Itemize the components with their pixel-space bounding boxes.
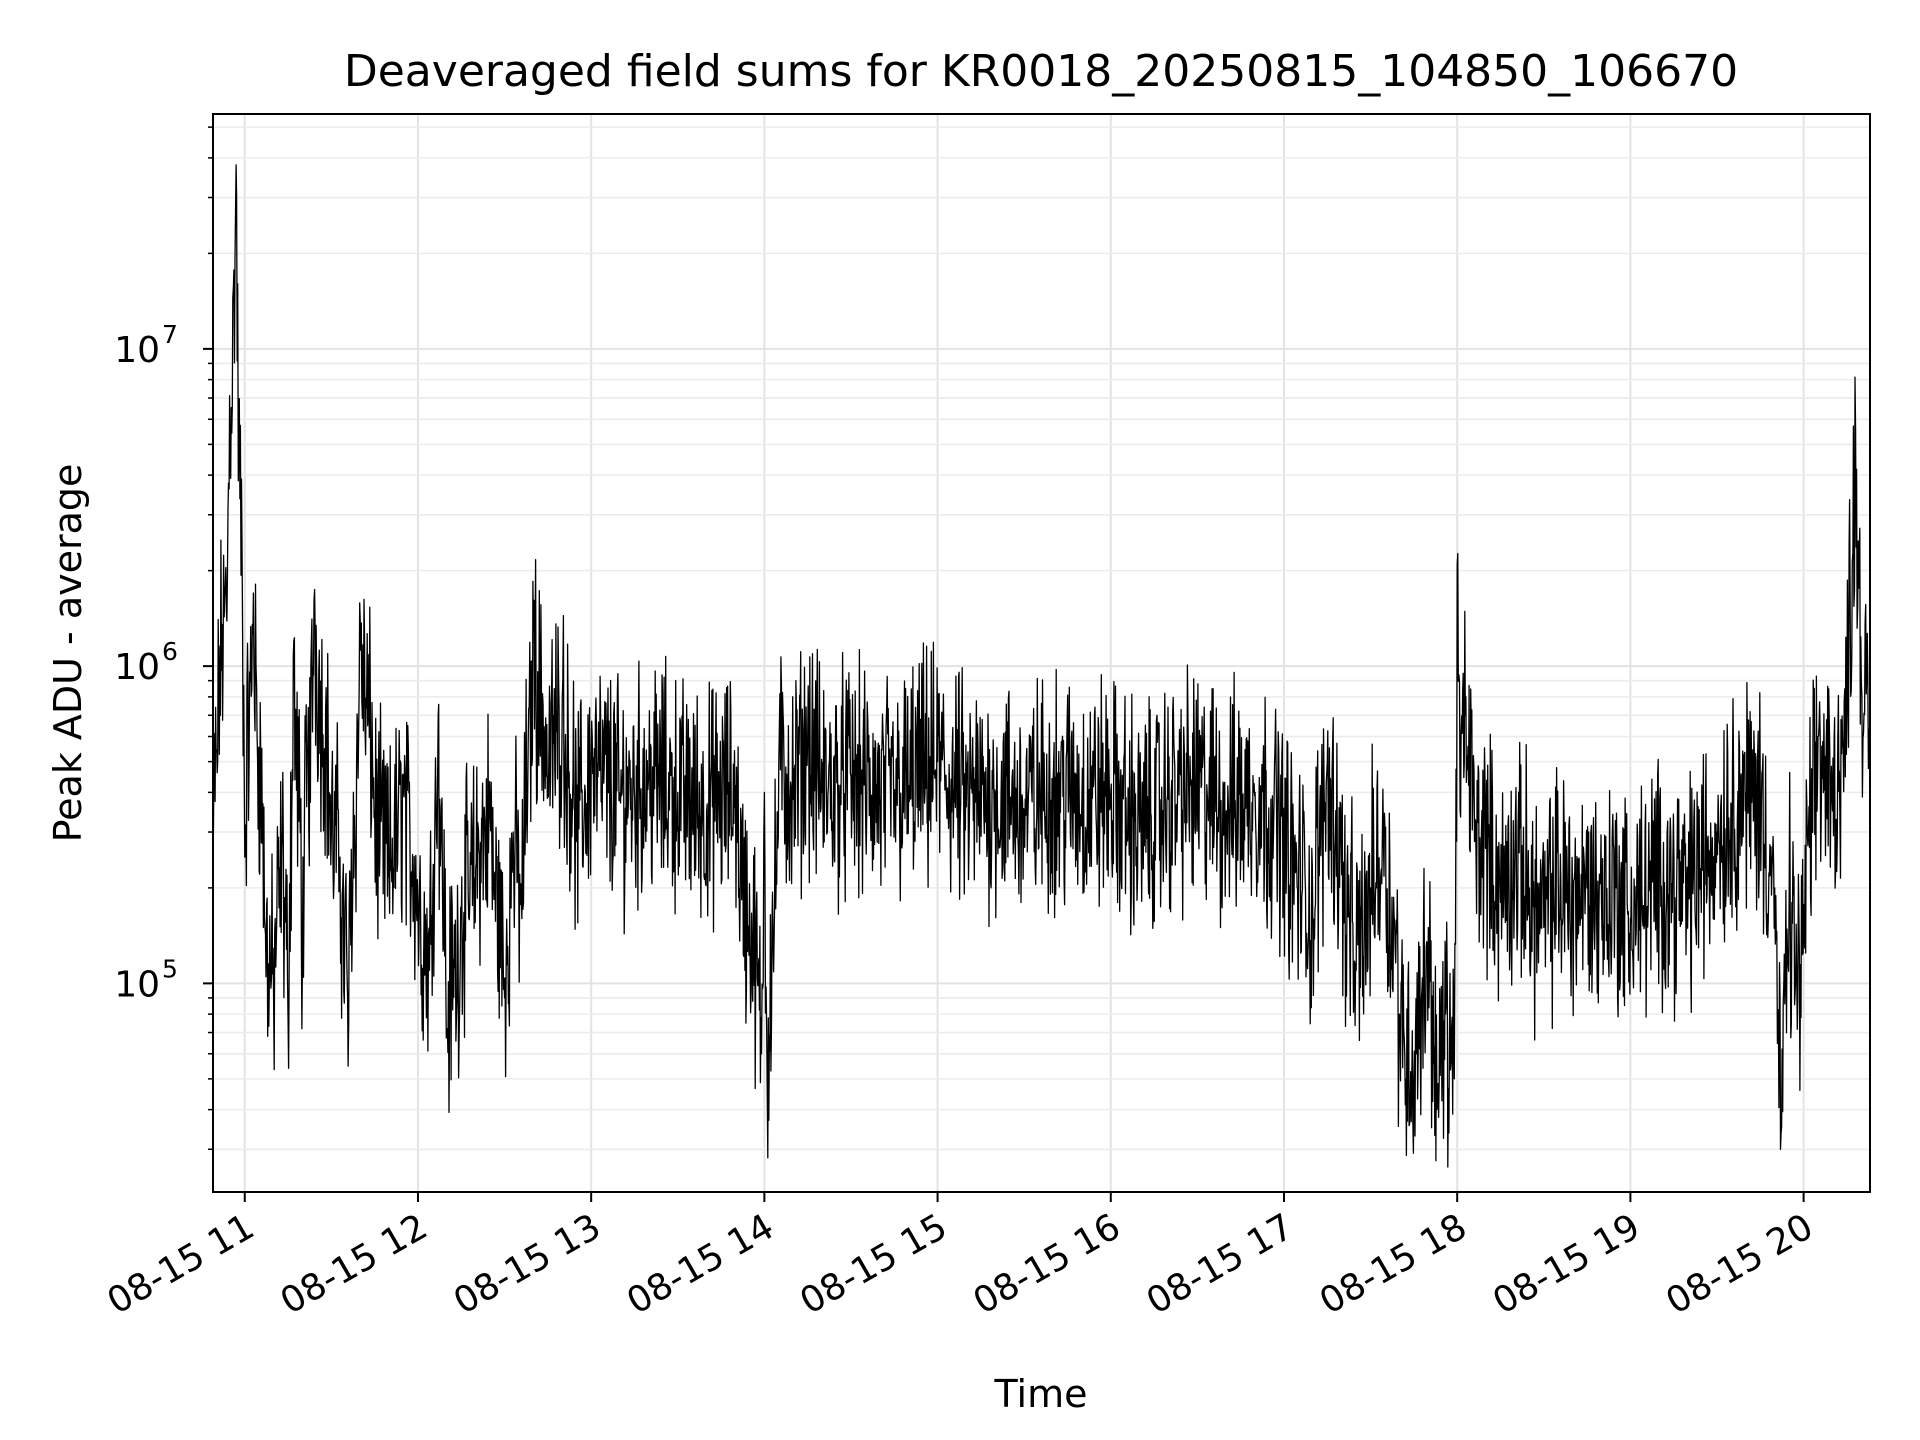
y-tick-label: 10 [114,647,160,688]
plot-frame [212,113,1871,1193]
y-tick-exponent: 6 [162,637,178,666]
y-tick-exponent: 7 [162,320,178,349]
y-tick-exponent: 5 [162,954,178,983]
y-tick-label: 10 [114,330,160,371]
chart-title: Deaveraged field sums for KR0018_2025081… [344,46,1738,97]
y-axis-label: Peak ADU - average [46,464,90,843]
plot-area [212,164,1871,1168]
x-axis-label: Time [994,1372,1088,1416]
series-line-peak-adu [212,164,1871,1168]
y-tick-label: 10 [114,964,160,1005]
